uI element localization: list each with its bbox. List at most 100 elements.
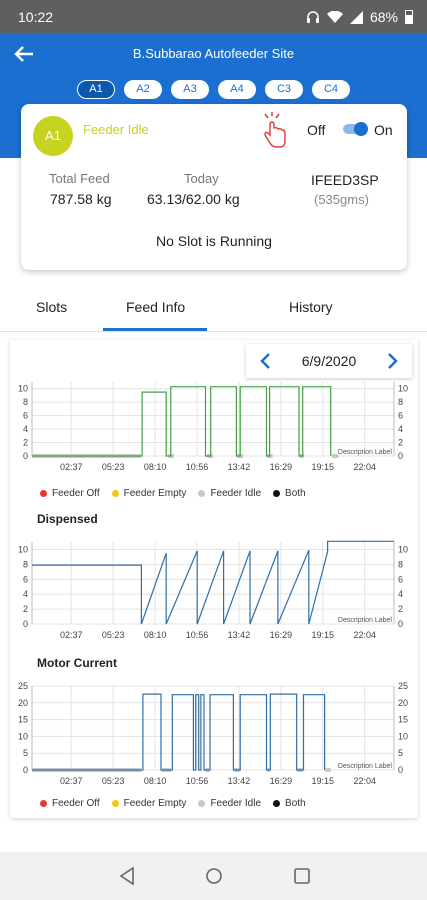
series-line	[32, 386, 332, 457]
x-tick-label: 02:37	[60, 776, 83, 786]
y-tick-label-right: 0	[398, 765, 403, 775]
tap-hand-icon[interactable]	[258, 112, 290, 150]
legend-both: Both	[273, 488, 306, 499]
x-tick-label: 02:37	[60, 630, 83, 640]
y-tick-label-left: 0	[23, 619, 28, 629]
x-tick-label: 05:23	[102, 462, 125, 472]
y-tick-label-right: 0	[398, 451, 403, 461]
chevron-left-glyph	[260, 353, 270, 369]
legend-dot-black	[273, 800, 281, 807]
y-tick-label-right: 4	[398, 424, 403, 434]
site-title: B.Subbarao Autofeeder Site	[132, 46, 295, 61]
y-tick-label-left: 8	[23, 397, 28, 407]
on-label: On	[374, 122, 393, 138]
x-tick-label: 19:15	[312, 630, 335, 640]
status-bar: 10:22 68%	[0, 0, 427, 34]
legend-feeder-idle: Feeder Idle	[198, 488, 261, 499]
signal-icon	[349, 10, 363, 24]
y-tick-label-right: 10	[398, 731, 408, 741]
description-label: Description Label	[338, 763, 393, 770]
legend-both: Both	[273, 798, 306, 809]
legend-dot-yellow	[111, 800, 119, 807]
chevron-left-icon[interactable]	[252, 347, 278, 375]
dispensed-chart: 02:37 05:23 08:10 10:56 13:42 16:29 19:15 22:04…	[18, 540, 408, 640]
slot-pill-a1[interactable]: A1	[77, 80, 115, 99]
chart-legend-top: Feeder Off Feeder Empty Feeder Idle Both	[40, 488, 306, 499]
legend-label: Both	[285, 798, 306, 809]
off-label: Off	[307, 122, 326, 138]
x-tick-label: 16:29	[270, 462, 293, 472]
x-tick-label: 22:04	[353, 776, 376, 786]
x-tick-label: 10:56	[186, 462, 209, 472]
today-value: 63.13/62.00 kg	[147, 191, 240, 207]
legend-label: Feeder Idle	[210, 488, 262, 499]
on-off-toggle[interactable]	[343, 122, 368, 136]
x-tick-label: 08:10	[144, 776, 167, 786]
tab-slots[interactable]: Slots	[36, 299, 68, 315]
feeder-avatar: A1	[33, 116, 73, 156]
y-tick-label-right: 4	[398, 589, 403, 599]
nav-back-icon[interactable]	[116, 865, 138, 887]
legend-dot-red	[40, 490, 47, 497]
legend-feeder-idle: Feeder Idle	[198, 798, 261, 809]
back-arrow-icon[interactable]	[8, 38, 40, 70]
legend-feeder-empty: Feeder Empty	[111, 488, 186, 499]
y-tick-label-left: 10	[18, 544, 28, 554]
battery-percent: 68%	[369, 9, 398, 25]
tab-feed-info[interactable]: Feed Info	[126, 299, 186, 315]
y-tick-label-left: 20	[18, 698, 28, 708]
legend-feeder-empty: Feeder Empty	[111, 798, 186, 809]
x-tick-label: 19:15	[312, 462, 335, 472]
y-tick-label-right: 2	[398, 438, 403, 448]
y-tick-label-right: 6	[398, 411, 403, 421]
y-tick-label-left: 4	[23, 424, 28, 434]
chevron-right-icon[interactable]	[380, 347, 406, 375]
nav-recents-icon[interactable]	[291, 865, 313, 887]
tab-history[interactable]: History	[289, 299, 333, 315]
feeder-status-chart: 02:37 05:23 08:10 10:56 13:42 16:29 19:15 22:04…	[18, 382, 408, 472]
series-line	[32, 540, 394, 625]
x-tick-label: 10:56	[186, 630, 209, 640]
x-tick-label: 13:42	[228, 630, 251, 640]
y-tick-label-right: 15	[398, 715, 408, 725]
y-tick-label-left: 2	[23, 438, 28, 448]
total-feed-value: 787.58 kg	[50, 191, 112, 207]
y-tick-label-left: 0	[23, 451, 28, 461]
y-tick-label-right: 0	[398, 619, 403, 629]
y-tick-label-left: 25	[18, 681, 28, 691]
x-tick-label: 19:15	[312, 776, 335, 786]
slot-pill-a4[interactable]: A4	[218, 80, 256, 99]
x-tick-label: 22:04	[353, 462, 376, 472]
toggle-knob	[354, 122, 368, 136]
device-weight: (535gms)	[314, 192, 369, 207]
y-tick-label-right: 10	[398, 544, 408, 554]
slot-pill-a3[interactable]: A3	[171, 80, 209, 99]
system-nav-bar	[0, 852, 427, 900]
y-tick-label-left: 6	[23, 574, 28, 584]
slot-running-message: No Slot is Running	[156, 233, 272, 249]
x-tick-label: 10:56	[186, 776, 209, 786]
y-tick-label-right: 10	[398, 384, 408, 394]
legend-label: Feeder Idle	[210, 798, 262, 809]
x-tick-label: 05:23	[102, 776, 125, 786]
feeder-status-text: Feeder Idle	[83, 122, 149, 137]
y-tick-label-right: 2	[398, 604, 403, 614]
x-tick-label: 05:23	[102, 630, 125, 640]
slot-selector: A1 A2 A3 A4 C3 C4	[0, 80, 427, 99]
x-tick-label: 08:10	[144, 462, 167, 472]
dispensed-title: Dispensed	[37, 512, 98, 526]
slot-pill-a2[interactable]: A2	[124, 80, 162, 99]
y-tick-label-left: 0	[23, 765, 28, 775]
legend-dot-red	[40, 800, 47, 807]
slot-pill-c4[interactable]: C4	[312, 80, 350, 99]
chart-legend-bottom: Feeder Off Feeder Empty Feeder Idle Both	[40, 798, 306, 809]
y-tick-label-right: 6	[398, 574, 403, 584]
x-tick-label: 13:42	[228, 462, 251, 472]
motor-current-title: Motor Current	[37, 656, 117, 670]
x-tick-label: 13:42	[228, 776, 251, 786]
y-tick-label-right: 8	[398, 559, 403, 569]
motor-current-chart: 02:37 05:23 08:10 10:56 13:42 16:29 19:15 22:04…	[18, 681, 408, 786]
idle-bar	[325, 768, 331, 772]
nav-home-icon[interactable]	[203, 865, 225, 887]
slot-pill-c3[interactable]: C3	[265, 80, 303, 99]
